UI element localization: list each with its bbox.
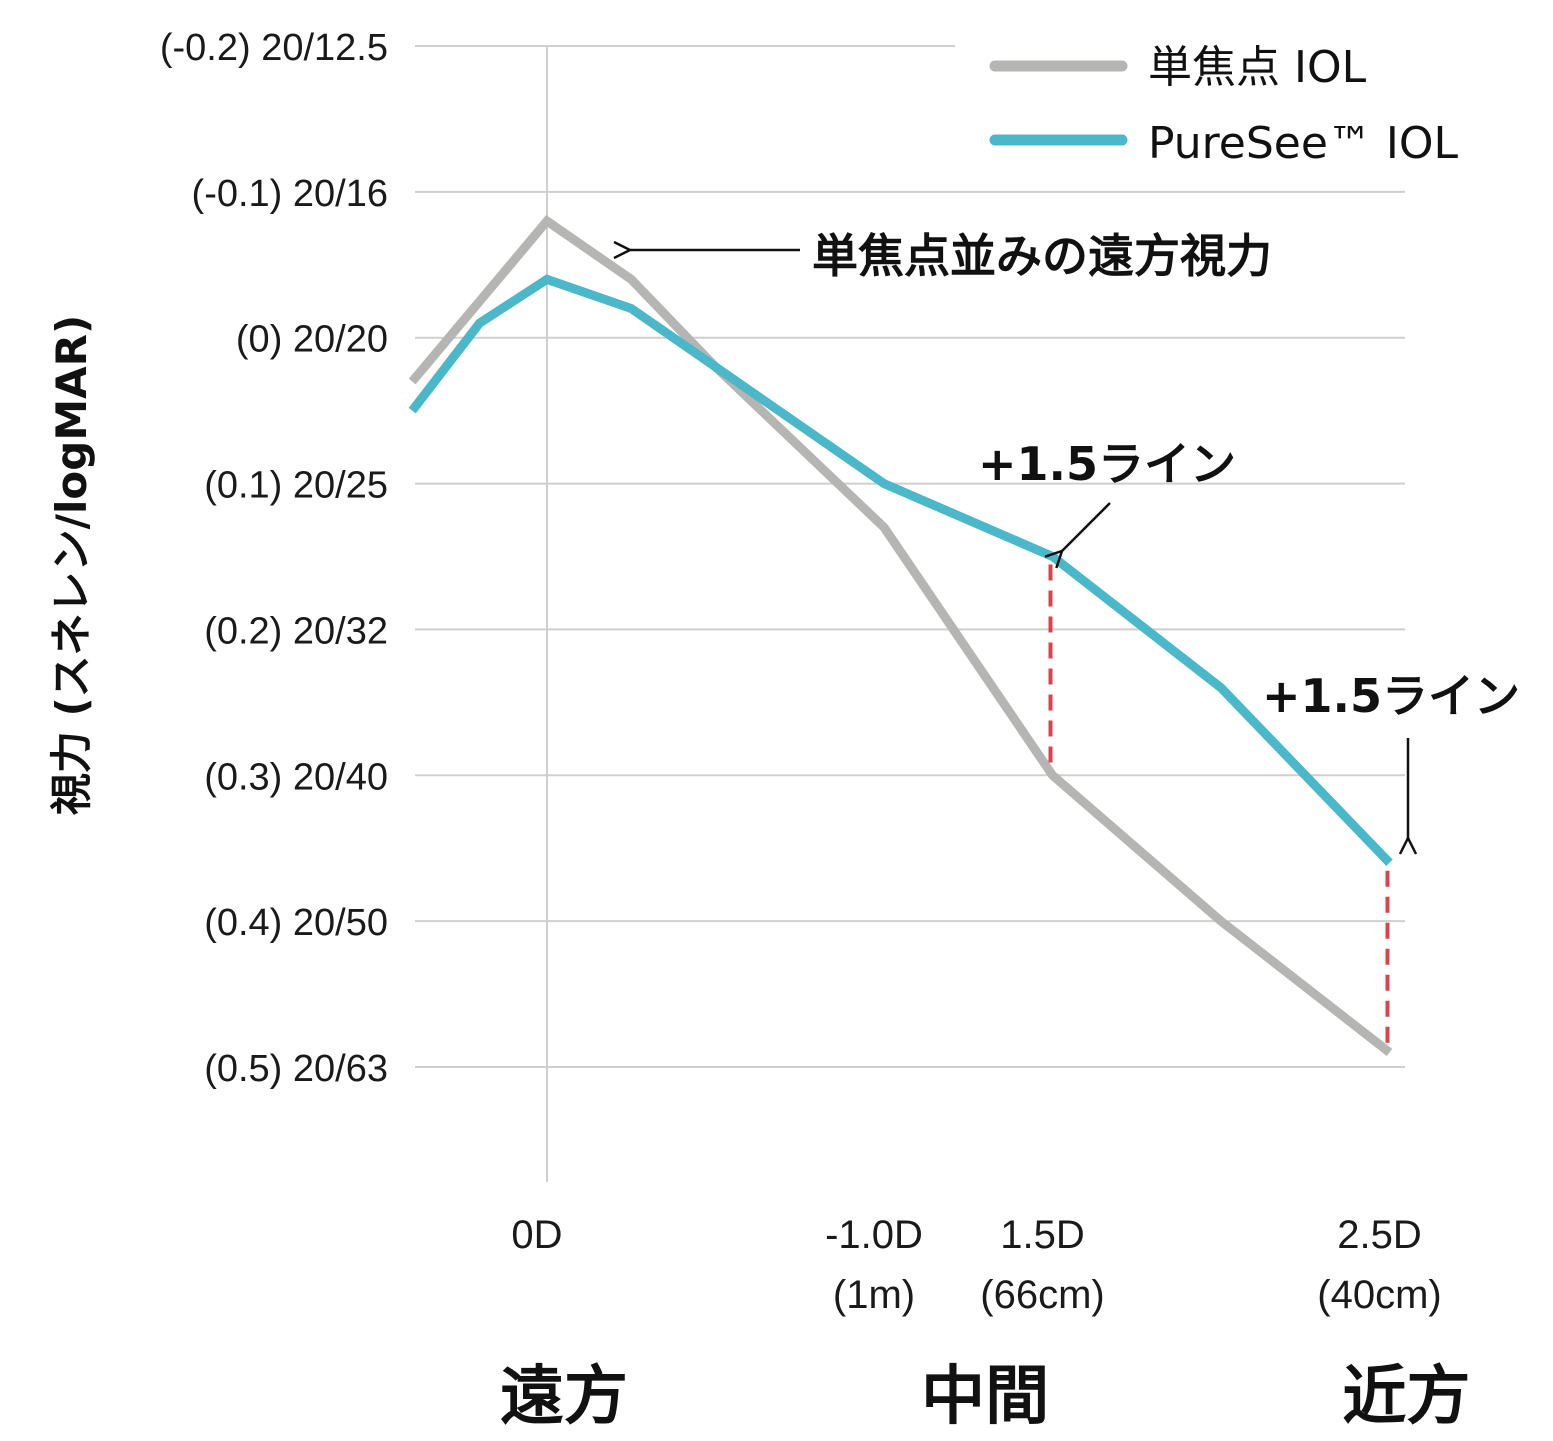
callout-label: 単焦点並みの遠方視力 bbox=[812, 229, 1272, 283]
distance-vision-callout: 単焦点並みの遠方視力 bbox=[630, 229, 1272, 283]
x-tick-sublabel: (40cm) bbox=[1317, 1273, 1441, 1317]
y-tick-label: (0.2) 20/32 bbox=[204, 610, 388, 652]
gap-arrow-intermediate bbox=[1062, 502, 1111, 551]
y-tick-label: (0.4) 20/50 bbox=[204, 902, 388, 944]
y-tick-label: (-0.2) 20/12.5 bbox=[160, 27, 388, 69]
series-line-puresee bbox=[408, 274, 1393, 866]
x-tick-label: 2.5D bbox=[1337, 1213, 1422, 1257]
x-tick-label: 0D bbox=[511, 1213, 562, 1257]
y-tick-label: (0.1) 20/25 bbox=[204, 465, 388, 507]
x-tick-sublabel: (66cm) bbox=[980, 1273, 1104, 1317]
region-labels: 遠方 中間 近方 bbox=[500, 1360, 1471, 1434]
region-label: 遠方 bbox=[500, 1360, 628, 1434]
y-tick-label: (0.5) 20/63 bbox=[204, 1048, 388, 1090]
gap-annotation-intermediate: +1.5ライン bbox=[978, 437, 1236, 551]
gap-label-intermediate: +1.5ライン bbox=[978, 437, 1236, 491]
y-axis-ticks: (-0.2) 20/12.5 (-0.1) 20/16 (0) 20/20 (0.1)… bbox=[160, 27, 388, 1090]
x-axis-ticks: 0D -1.0D (1m) 1.5D (66cm) 2.5D (40cm) bbox=[511, 1213, 1441, 1317]
region-label: 近方 bbox=[1342, 1360, 1470, 1434]
y-axis-label: 視力 (スネレン/logMAR) bbox=[47, 315, 96, 815]
gap-annotation-near: +1.5ライン bbox=[1262, 669, 1520, 838]
grid bbox=[415, 45, 1405, 1068]
y-tick-label: (0.3) 20/40 bbox=[204, 756, 388, 798]
x-tick-sublabel: (1m) bbox=[833, 1273, 915, 1317]
region-label: 中間 bbox=[921, 1360, 1049, 1434]
gap-label-near: +1.5ライン bbox=[1262, 669, 1520, 723]
legend: 単焦点 IOL PureSee™ IOL bbox=[989, 42, 1459, 169]
gap-markers bbox=[1048, 564, 1390, 1047]
series-lines bbox=[408, 214, 1393, 1056]
x-tick-label: -1.0D bbox=[825, 1213, 923, 1257]
legend-label-monofocal: 単焦点 IOL bbox=[1148, 42, 1367, 93]
y-tick-label: (0) 20/20 bbox=[236, 319, 388, 361]
y-tick-label: (-0.1) 20/16 bbox=[192, 173, 388, 215]
series-line-monofocal bbox=[408, 214, 1393, 1056]
legend-label-puresee: PureSee™ IOL bbox=[1148, 118, 1459, 169]
x-tick-label: 1.5D bbox=[1000, 1213, 1085, 1257]
